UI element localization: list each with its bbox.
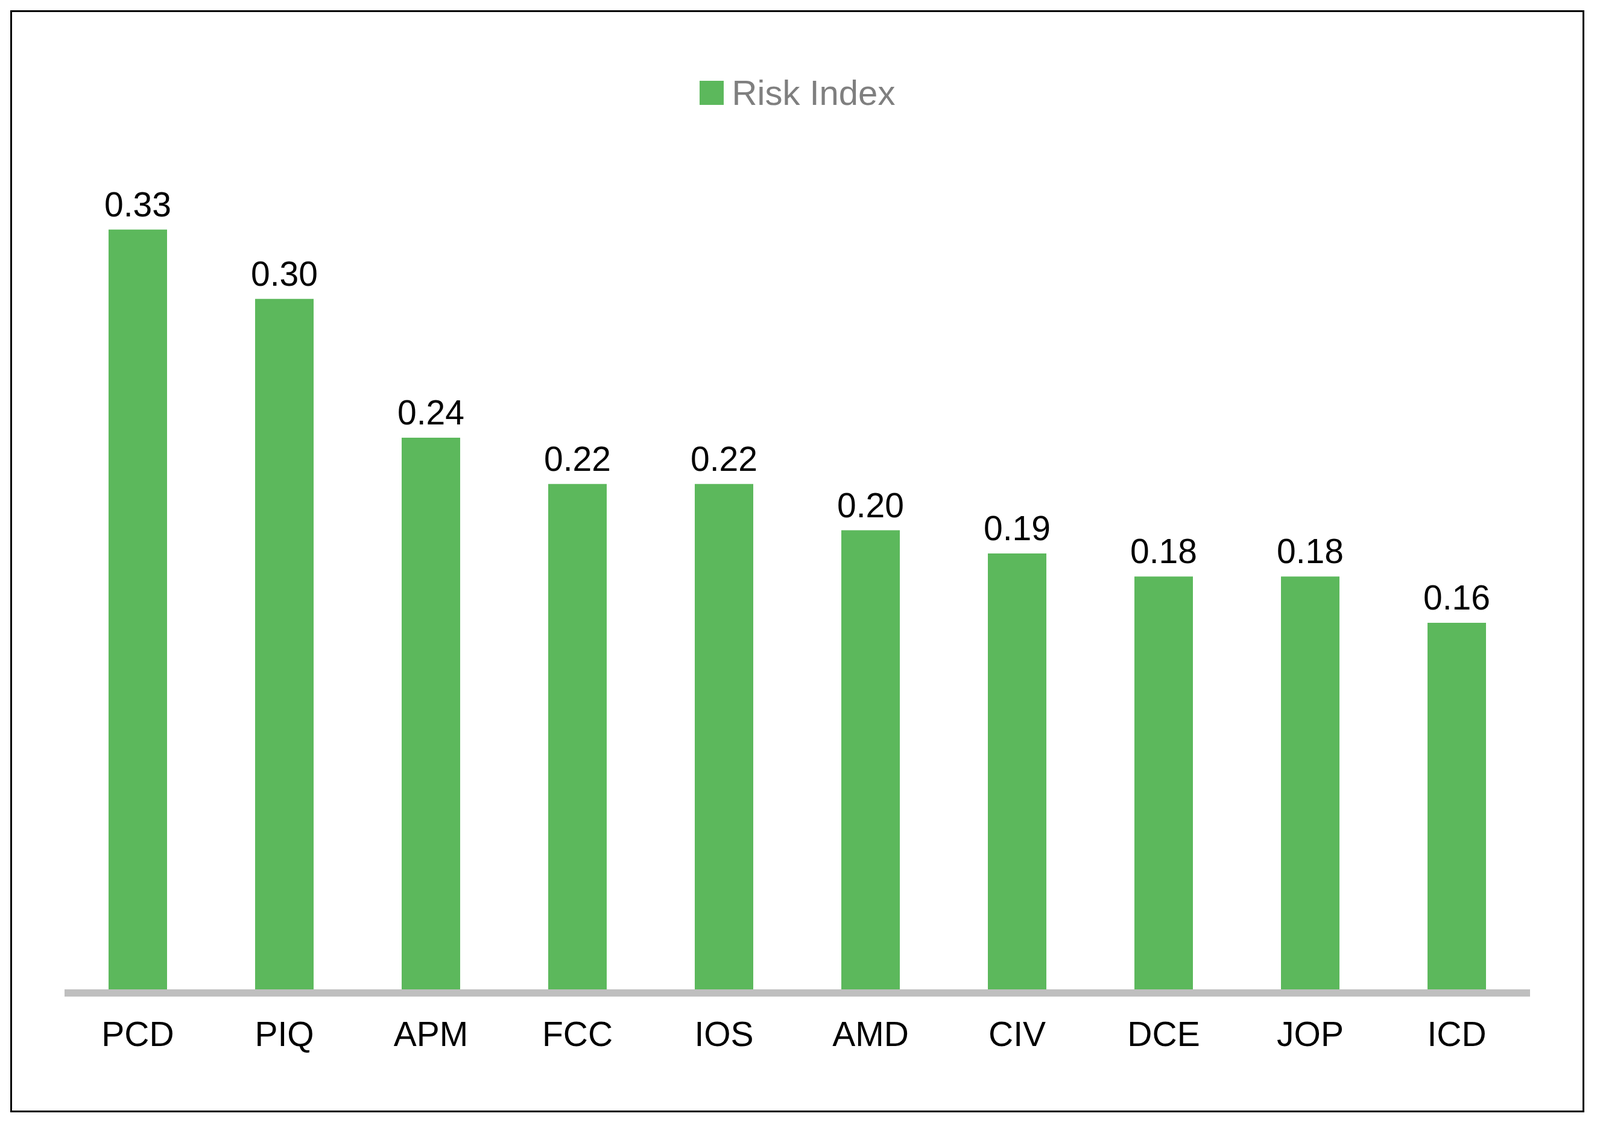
svg-text:APM: APM [393,1015,469,1054]
svg-text:0.16: 0.16 [1423,578,1491,617]
svg-text:PIQ: PIQ [254,1015,314,1054]
svg-text:ICD: ICD [1426,1015,1487,1054]
svg-text:FCC: FCC [542,1015,613,1054]
html-text:Risk Index: Risk Index [731,72,896,113]
svg-text:0.22: 0.22 [690,439,758,479]
svg-text:0.22: 0.22 [543,439,611,479]
svg-text:AMD: AMD [832,1015,909,1054]
svg-text:0.18: 0.18 [1276,531,1344,571]
svg-text:0.20: 0.20 [837,486,905,525]
svg-text:PCD: PCD [101,1015,174,1054]
svg-text:CIV: CIV [988,1015,1046,1054]
svg-text:IOS: IOS [694,1015,754,1054]
svg-text:0.24: 0.24 [397,393,465,432]
svg-text:0.33: 0.33 [104,185,172,224]
svg-text:JOP: JOP [1276,1015,1344,1054]
svg-text:0.18: 0.18 [1130,531,1198,571]
svg-text:0.19: 0.19 [983,509,1051,548]
svg-text:DCE: DCE [1127,1015,1200,1054]
svg-text:0.30: 0.30 [250,254,318,294]
